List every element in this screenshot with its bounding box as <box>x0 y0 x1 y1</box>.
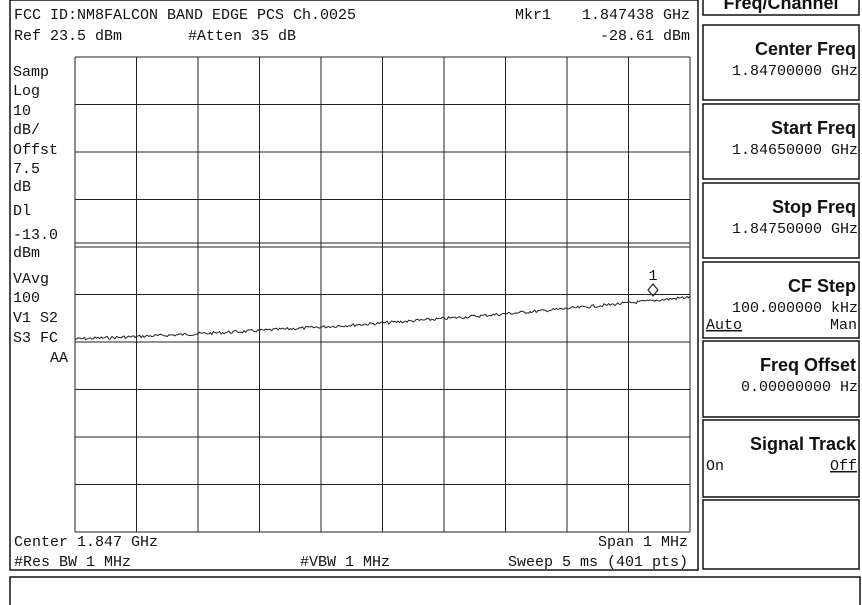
title: FCC ID:NM8FALCON BAND EDGE PCS Ch.0025 <box>14 7 356 24</box>
left-label: Dl <box>13 203 31 220</box>
softkey-box[interactable] <box>702 419 860 498</box>
softkey-label[interactable]: Signal Track <box>750 434 857 454</box>
left-label: 100 <box>13 290 40 307</box>
sweep: Sweep 5 ms (401 pts) <box>508 554 688 571</box>
left-label: dBm <box>13 245 40 262</box>
left-label: V1 S2 <box>13 310 58 327</box>
softkeys: Center Freq 1.84700000 GHz Start Freq 1.846… <box>702 24 860 570</box>
span: Span 1 MHz <box>598 534 688 551</box>
softkey-box <box>702 499 860 570</box>
softkey-box[interactable] <box>702 24 860 101</box>
marker-diamond <box>647 283 659 297</box>
left-label: VAvg <box>13 271 49 288</box>
softkey-label[interactable]: Stop Freq <box>772 197 856 217</box>
center-freq: Center 1.847 GHz <box>14 534 158 551</box>
softkey-label[interactable]: Freq Offset <box>760 355 856 375</box>
trace <box>74 295 691 341</box>
left-label: Log <box>13 83 40 100</box>
marker-number: 1 <box>648 268 657 285</box>
softkey-value: 1.84700000 GHz <box>732 63 858 80</box>
display-frame <box>9 0 699 571</box>
rbw: #Res BW 1 MHz <box>14 554 131 571</box>
graticule <box>74 56 691 533</box>
softkey-option[interactable]: On <box>706 458 724 475</box>
softkey-value: 1.84650000 GHz <box>732 142 858 159</box>
marker-level: -28.61 dBm <box>600 28 690 45</box>
menu-title: Freq/Channel <box>723 0 838 13</box>
menu-title-box <box>702 0 860 16</box>
softkey-value: 0.00000000 Hz <box>741 379 858 396</box>
marker-freq: 1.847438 GHz <box>582 7 690 24</box>
attenuation: #Atten 35 dB <box>188 28 296 45</box>
left-label: Offst <box>13 142 58 159</box>
softkey-option[interactable]: Auto <box>706 317 742 334</box>
vbw: #VBW 1 MHz <box>300 554 390 571</box>
softkey-box[interactable] <box>702 103 860 180</box>
softkey-box[interactable] <box>702 261 860 339</box>
left-label: 10 <box>13 103 31 120</box>
softkey-option[interactable]: Off <box>830 458 857 475</box>
softkey-box[interactable] <box>702 340 860 418</box>
marker-label: Mkr1 <box>515 7 551 24</box>
softkey-label[interactable]: Start Freq <box>771 118 856 138</box>
softkey-label[interactable]: CF Step <box>788 276 856 296</box>
left-label: S3 FC <box>13 330 58 347</box>
status-bar <box>9 576 861 605</box>
ref-level: Ref 23.5 dBm <box>14 28 122 45</box>
left-label: AA <box>50 350 68 367</box>
softkey-box[interactable] <box>702 182 860 259</box>
left-label: dB <box>13 179 31 196</box>
softkey-value: 100.000000 kHz <box>732 300 858 317</box>
softkey-option[interactable]: Man <box>830 317 857 334</box>
left-label: 7.5 <box>13 161 40 178</box>
left-label: -13.0 <box>13 227 58 244</box>
left-label: dB/ <box>13 122 40 139</box>
softkey-label[interactable]: Center Freq <box>755 39 856 59</box>
left-label: Samp <box>13 64 49 81</box>
softkey-value: 1.84750000 GHz <box>732 221 858 238</box>
